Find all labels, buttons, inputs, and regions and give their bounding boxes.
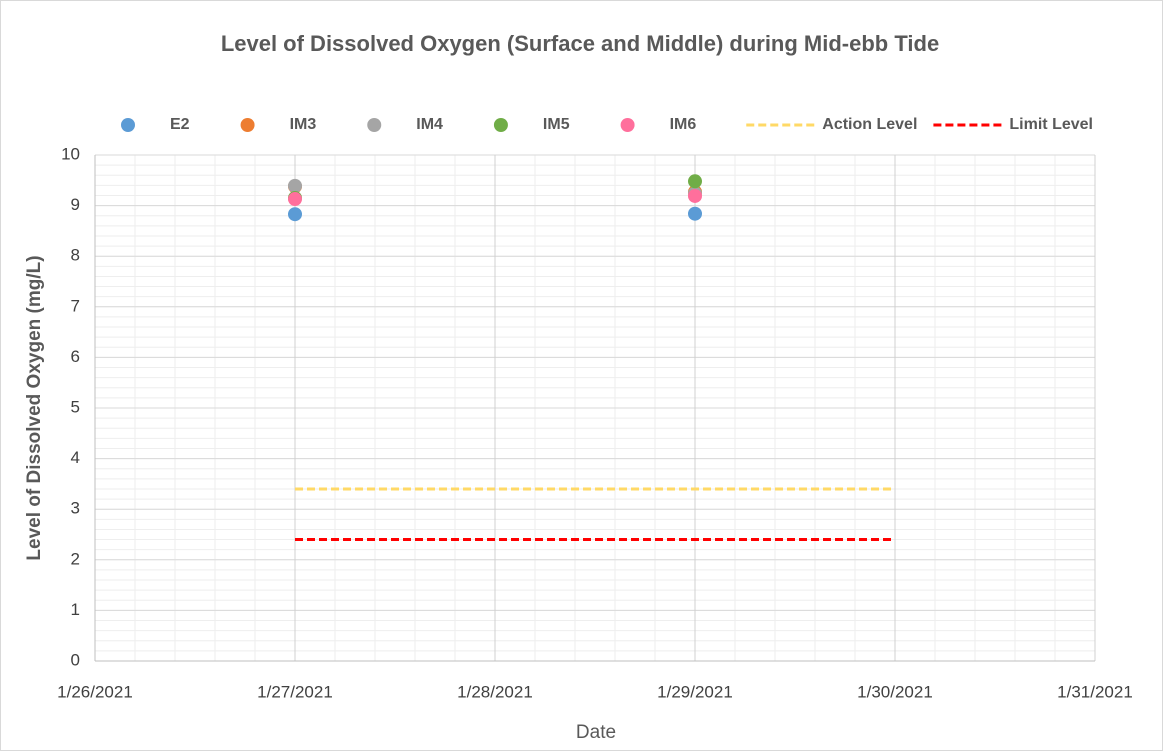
x-axis-title: Date [576, 722, 616, 743]
marks [288, 174, 895, 542]
legend-swatch [620, 118, 635, 132]
point [288, 192, 302, 207]
legend-swatch [367, 118, 382, 132]
y-tick-label: 5 [71, 397, 80, 416]
point [688, 174, 702, 189]
y-tick-label: 8 [71, 246, 80, 265]
y-tick-label: 9 [71, 195, 80, 214]
legend-swatch [493, 118, 508, 132]
y-tick-label: 0 [71, 650, 80, 669]
legend-label: IM3 [290, 116, 317, 133]
y-tick-label: 4 [71, 448, 80, 467]
y-tick-label: 3 [71, 499, 80, 518]
x-tick-label: 1/31/2021 [1057, 682, 1133, 701]
y-tick-label: 10 [61, 144, 80, 163]
x-tick-label: 1/28/2021 [457, 682, 533, 701]
point [688, 188, 702, 203]
point [288, 178, 302, 193]
point [288, 207, 302, 222]
legend-label: IM4 [416, 116, 443, 133]
x-tick-label: 1/27/2021 [257, 682, 333, 701]
y-tick-label: 2 [71, 549, 80, 568]
y-tick-label: 7 [71, 296, 80, 315]
chart-title: Level of Dissolved Oxygen (Surface and M… [221, 31, 939, 56]
x-tick-label: 1/29/2021 [657, 682, 733, 701]
legend-swatch [121, 118, 135, 132]
legend-label: E2 [170, 116, 190, 133]
legend-label: IM6 [670, 116, 697, 133]
x-tick-label: 1/26/2021 [57, 682, 133, 701]
x-tick-label: 1/30/2021 [857, 682, 933, 701]
legend-label: Action Level [822, 116, 917, 133]
y-axis-title: Level of Dissolved Oxygen (mg/L) [24, 255, 45, 560]
legend: E2 IM3 IM4 IM5 IM6 Action Level Limit Level [121, 116, 1093, 133]
y-tick-label: 1 [71, 600, 80, 619]
legend-label: IM5 [543, 116, 570, 133]
legend-label: Limit Level [1009, 116, 1093, 133]
legend-swatch [240, 118, 255, 132]
y-tick-label: 6 [71, 347, 80, 366]
point [688, 206, 702, 221]
grid: 0 1 2 3 4 5 6 7 8 9 10 1/26/2021 1/27/2021 1/28/2021 1… [57, 144, 1133, 701]
